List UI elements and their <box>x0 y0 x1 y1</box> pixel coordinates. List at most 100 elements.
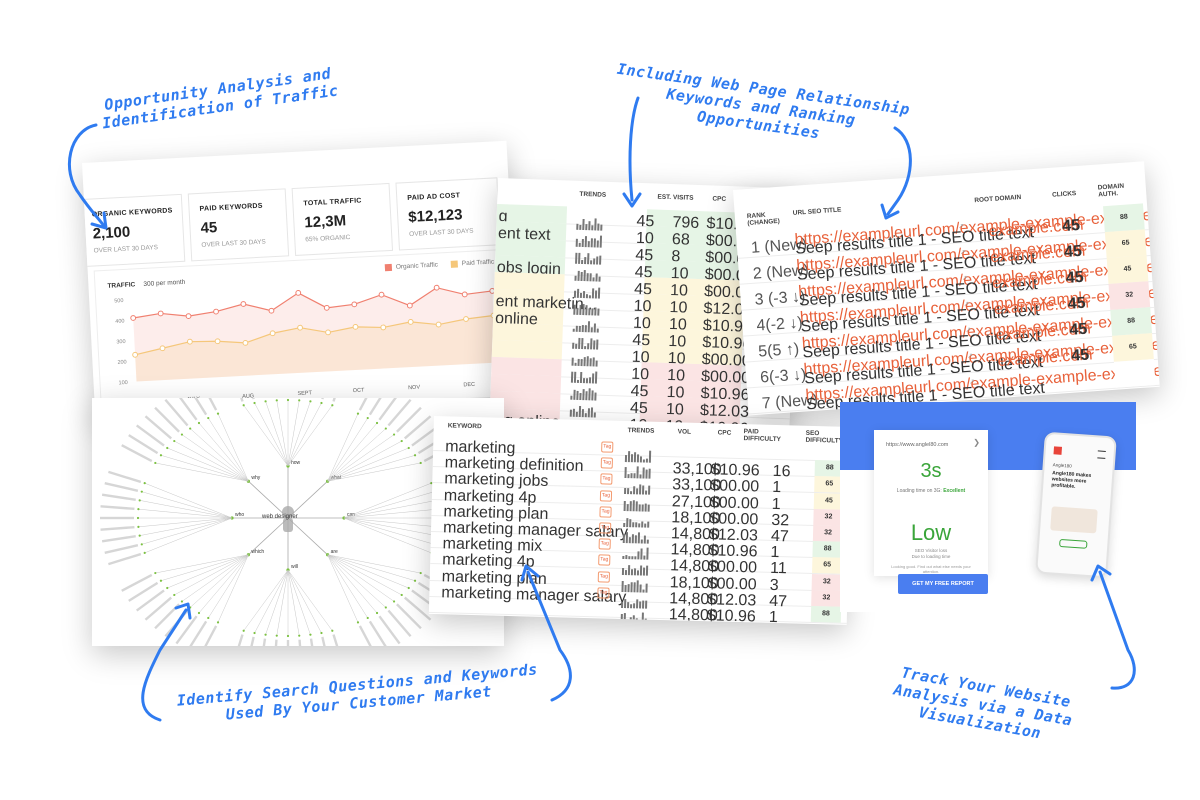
col-cpc[interactable]: CPC <box>717 429 732 437</box>
data-point[interactable] <box>435 321 442 328</box>
data-point[interactable] <box>352 323 359 330</box>
data-point[interactable] <box>406 302 413 309</box>
mindmap-leaf-node[interactable] <box>173 439 176 443</box>
mindmap-leaf-node[interactable] <box>413 579 417 582</box>
data-point[interactable] <box>214 338 221 345</box>
tag-button[interactable]: Tag <box>600 473 613 486</box>
tag-button[interactable]: Tag <box>598 538 611 550</box>
col-keyword[interactable]: KEYWORD <box>447 422 482 431</box>
data-point[interactable] <box>185 313 192 320</box>
mindmap-leaf-node[interactable] <box>154 461 157 465</box>
col-trends[interactable]: TRENDS <box>627 427 655 435</box>
col-est-visits[interactable]: EST. VISITS <box>657 193 694 202</box>
tag-button[interactable]: Tag <box>597 587 610 599</box>
data-point[interactable] <box>240 301 247 307</box>
mindmap-leaf-node[interactable] <box>253 631 256 635</box>
data-point[interactable] <box>130 315 137 321</box>
mindmap-leaf-node[interactable] <box>366 416 369 420</box>
data-point[interactable] <box>323 304 330 311</box>
mindmap-leaf-node[interactable] <box>356 621 360 624</box>
card-paid-ad-cost[interactable]: PAID AD COST $12,123 OVER LAST 30 DAYS <box>395 177 501 251</box>
mindmap-leaf-node[interactable] <box>286 634 290 638</box>
col-paid-difficulty[interactable]: PAID DIFFICULTY <box>743 428 782 444</box>
mindmap-leaf-node[interactable] <box>275 399 278 402</box>
mindmap-leaf-node[interactable] <box>407 446 410 450</box>
mindmap-leaf-node[interactable] <box>189 606 192 609</box>
cta-button[interactable]: GET MY FREE REPORT <box>898 574 988 594</box>
data-point[interactable] <box>407 319 414 325</box>
mindmap-leaf-node[interactable] <box>143 551 146 554</box>
col-trends[interactable]: TRENDS <box>579 190 607 199</box>
mindmap-leaf-node[interactable] <box>173 593 176 597</box>
mindmap-leaf-node[interactable] <box>275 634 278 637</box>
col-cpc[interactable]: CPC <box>712 195 727 203</box>
mindmap-leaf-node[interactable] <box>407 586 410 590</box>
mindmap-leaf-node[interactable] <box>207 616 210 620</box>
mindmap-leaf-node[interactable] <box>264 633 267 636</box>
mindmap-leaf-node[interactable] <box>138 499 141 502</box>
mindmap-leaf-node[interactable] <box>166 446 169 450</box>
card-paid-keywords[interactable]: PAID KEYWORDS 45 OVER LAST 30 DAYS <box>187 188 290 262</box>
external-link-icon[interactable]: ↗ <box>963 300 970 309</box>
mindmap-leaf-node[interactable] <box>197 611 201 615</box>
external-link-icon[interactable]: ↗ <box>965 326 972 335</box>
mindmap-leaf-node[interactable] <box>264 400 267 403</box>
col-root-domain[interactable]: ROOT DOMAIN <box>974 193 1022 205</box>
mindmap-leaf-node[interactable] <box>413 454 417 457</box>
mindmap-leaf-node[interactable] <box>286 398 290 402</box>
mindmap-leaf-node[interactable] <box>419 571 422 575</box>
col-vol[interactable]: VOL <box>677 428 692 436</box>
data-point[interactable] <box>378 291 385 298</box>
mindmap-leaf-node[interactable] <box>384 427 387 430</box>
tag-button[interactable]: Tag <box>598 554 611 567</box>
mindmap-leaf-node[interactable] <box>356 412 360 415</box>
data-point[interactable] <box>461 291 468 298</box>
mindmap-leaf-node[interactable] <box>253 401 256 405</box>
tag-button[interactable]: Tag <box>599 506 612 518</box>
mindmap-leaf-node[interactable] <box>242 404 245 407</box>
data-point[interactable] <box>132 351 139 358</box>
mindmap-leaf-node[interactable] <box>216 621 220 624</box>
mindmap-leaf-node[interactable] <box>140 543 143 546</box>
mindmap-leaf-node[interactable] <box>180 433 184 436</box>
mindmap-leaf-node[interactable] <box>137 525 140 528</box>
mindmap-leaf-node[interactable] <box>180 600 184 603</box>
mindmap-leaf-node[interactable] <box>320 401 323 405</box>
mindmap-leaf-node[interactable] <box>392 600 396 603</box>
mindmap-leaf-node[interactable] <box>384 606 387 609</box>
data-point[interactable] <box>463 316 469 322</box>
external-link-icon[interactable]: ↗ <box>961 274 968 283</box>
mindmap-leaf-node[interactable] <box>320 631 323 635</box>
data-point[interactable] <box>297 324 303 331</box>
mindmap-leaf-node[interactable] <box>392 433 396 436</box>
mindmap-leaf-node[interactable] <box>207 416 210 420</box>
data-point[interactable] <box>186 338 193 345</box>
phone-menu-icon[interactable] <box>1097 450 1106 459</box>
mindmap-leaf-node[interactable] <box>159 579 163 582</box>
mindmap-leaf-node[interactable] <box>400 593 403 597</box>
mindmap-leaf-node[interactable] <box>216 412 220 415</box>
external-link-icon[interactable]: ↗ <box>957 222 965 231</box>
mindmap-leaf-node[interactable] <box>366 616 369 620</box>
tag-button[interactable]: Tag <box>599 489 613 502</box>
mindmap-leaf-node[interactable] <box>166 586 169 590</box>
data-point[interactable] <box>159 345 166 352</box>
tag-button[interactable]: Tag <box>601 441 614 453</box>
col-rank[interactable]: RANK (CHANGE) <box>746 211 781 228</box>
data-point[interactable] <box>269 330 276 337</box>
card-total-traffic[interactable]: TOTAL TRAFFIC 12,3M 65% ORGANIC <box>291 182 394 256</box>
mindmap-leaf-node[interactable] <box>140 490 143 493</box>
col-clicks[interactable]: CLICKS <box>1051 190 1077 199</box>
tag-button[interactable]: Tag <box>598 522 612 534</box>
mindmap-leaf-node[interactable] <box>375 611 379 615</box>
mindmap-leaf-node[interactable] <box>138 534 141 537</box>
external-link-icon[interactable]: ↗ <box>959 248 967 257</box>
mindmap-leaf-node[interactable] <box>309 633 312 636</box>
data-point[interactable] <box>213 308 219 315</box>
mindmap-leaf-node[interactable] <box>331 629 334 632</box>
mindmap-leaf-node[interactable] <box>136 516 140 520</box>
col-url-title[interactable]: URL SEO TITLE <box>792 206 842 217</box>
data-point[interactable] <box>433 284 440 291</box>
external-link-icon[interactable]: ↗ <box>966 352 974 361</box>
mindmap-leaf-node[interactable] <box>197 421 201 425</box>
